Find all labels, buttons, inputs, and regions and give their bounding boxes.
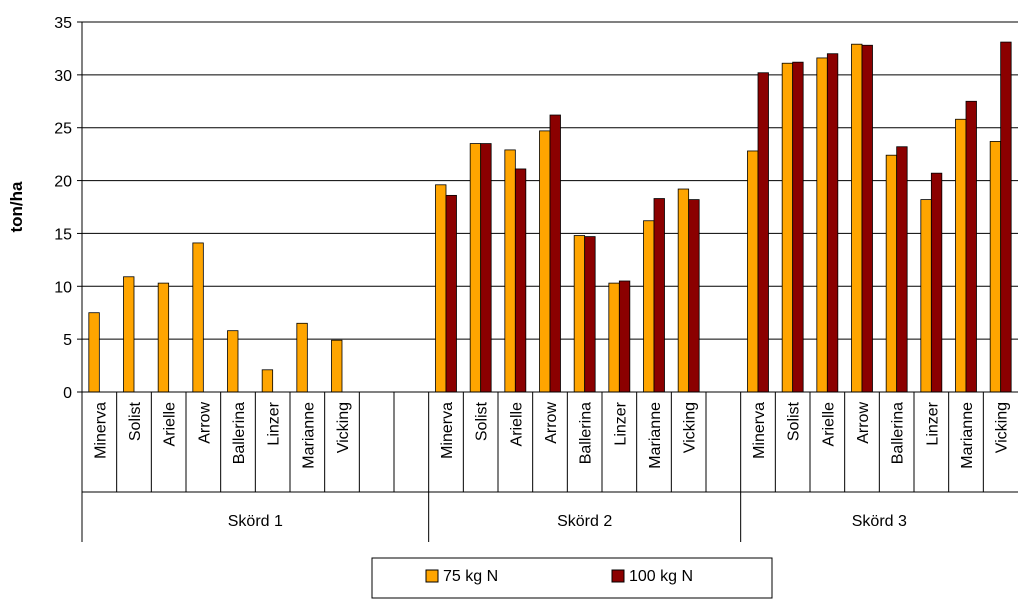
bar-75-kg-n-minerva-g1: [88, 312, 100, 393]
bar-100-kg-n-marianne-g2: [653, 198, 665, 393]
x-tick-label-marianne-g3: Marianne: [959, 402, 976, 469]
x-tick-label-solist-g2: Solist: [474, 401, 491, 441]
y-axis-label: ton/ha: [7, 181, 26, 233]
y-tick-label-20: 20: [54, 174, 72, 191]
bar-100-kg-n-arrow-g2: [549, 114, 561, 393]
x-tick-label-linzer-g2: Linzer: [612, 401, 629, 445]
bar-100-kg-n-marianne-g3: [965, 100, 977, 393]
legend: 75 kg N 100 kg N: [371, 557, 773, 599]
axes: 0 5 10 15 20 25 30 35 Minerva Solist Arielle Arrow B…: [54, 15, 1018, 542]
bar-75-kg-n-marianne-g3: [955, 118, 967, 393]
y-tick-label-5: 5: [63, 332, 72, 349]
bar-75-kg-n-vicking-g1: [331, 339, 343, 393]
group-label-sk-rd-1: Skörd 1: [228, 513, 283, 530]
bars: [88, 41, 1012, 393]
y-tick-label-15: 15: [54, 226, 72, 243]
y-tick-label-10: 10: [54, 279, 72, 296]
x-tick-label-arrow-g3: Arrow: [855, 402, 872, 444]
bar-75-kg-n-arrow-g1: [192, 242, 204, 393]
bar-100-kg-n-arrow-g3: [861, 44, 873, 393]
x-tick-label-arrow-g2: Arrow: [543, 402, 560, 444]
bar-75-kg-n-marianne-g1: [296, 322, 308, 393]
bar-75-kg-n-vicking-g3: [989, 141, 1002, 393]
bar-75-kg-n-arielle-g2: [504, 149, 516, 393]
bar-75-kg-n-linzer-g1: [261, 369, 274, 393]
legend-swatch-75-kg-n: [425, 569, 439, 583]
x-tick-label-vicking-g1: Vicking: [335, 402, 352, 453]
bar-100-kg-n-arielle-g2: [514, 168, 527, 393]
y-tick-label-35: 35: [54, 15, 72, 32]
x-tick-label-minerva-g2: Minerva: [439, 402, 456, 459]
x-tick-label-arrow-g1: Arrow: [196, 402, 213, 444]
bar-75-kg-n-ballerina-g3: [885, 154, 898, 393]
bar-75-kg-n-solist-g1: [123, 276, 135, 393]
x-tick-label-solist-g1: Solist: [127, 401, 144, 441]
x-tick-label-ballerina-g3: Ballerina: [890, 402, 907, 464]
bar-75-kg-n-solist-g3: [781, 62, 794, 393]
y-tick-label-30: 30: [54, 68, 72, 85]
bar-75-kg-n-linzer-g3: [920, 199, 932, 393]
legend-label-75-kg-n: 75 kg N: [443, 568, 498, 585]
x-tick-label-vicking-g2: Vicking: [682, 402, 699, 453]
bar-75-kg-n-arrow-g3: [851, 43, 863, 393]
bar-75-kg-n-marianne-g2: [643, 220, 655, 393]
y-tick-label-0: 0: [63, 385, 72, 402]
x-tick-label-minerva-g1: Minerva: [92, 402, 109, 459]
bar-100-kg-n-ballerina-g2: [584, 236, 596, 393]
bar-100-kg-n-arielle-g3: [826, 53, 839, 393]
legend-swatch-100-kg-n: [611, 569, 625, 583]
bar-75-kg-n-ballerina-g1: [227, 330, 239, 393]
x-tick-label-minerva-g3: Minerva: [751, 402, 768, 459]
bar-100-kg-n-minerva-g3: [757, 72, 769, 393]
bar-100-kg-n-linzer-g2: [618, 280, 631, 393]
bar-75-kg-n-arrow-g2: [539, 130, 551, 393]
y-tick-label-25: 25: [54, 121, 72, 138]
bar-75-kg-n-ballerina-g2: [573, 235, 586, 393]
bar-75-kg-n-solist-g2: [469, 143, 482, 393]
bar-75-kg-n-linzer-g2: [608, 282, 620, 393]
bar-100-kg-n-solist-g2: [480, 143, 492, 393]
bar-100-kg-n-solist-g3: [792, 61, 804, 393]
x-tick-label-marianne-g1: Marianne: [300, 402, 317, 469]
legend-label-100-kg-n: 100 kg N: [629, 568, 693, 585]
bar-100-kg-n-vicking-g3: [1000, 41, 1012, 393]
group-label-sk-rd-2: Skörd 2: [557, 513, 612, 530]
x-tick-label-solist-g3: Solist: [786, 401, 803, 441]
bar-75-kg-n-arielle-g1: [157, 282, 170, 393]
bar-100-kg-n-minerva-g2: [445, 194, 457, 393]
x-tick-label-linzer-g1: Linzer: [266, 401, 283, 445]
x-tick-label-ballerina-g2: Ballerina: [578, 402, 595, 464]
bar-75-kg-n-arielle-g3: [816, 57, 828, 393]
bar-75-kg-n-minerva-g2: [435, 184, 447, 393]
bar-100-kg-n-ballerina-g3: [896, 146, 908, 393]
bar-100-kg-n-vicking-g2: [688, 199, 700, 393]
bar-75-kg-n-minerva-g3: [747, 150, 759, 393]
group-label-sk-rd-3: Skörd 3: [852, 513, 907, 530]
x-tick-label-linzer-g3: Linzer: [924, 401, 941, 445]
x-tick-label-ballerina-g1: Ballerina: [231, 402, 248, 464]
x-tick-label-vicking-g3: Vicking: [994, 402, 1011, 453]
x-tick-label-arielle-g3: Arielle: [820, 402, 837, 447]
x-tick-label-arielle-g2: Arielle: [508, 402, 525, 447]
x-tick-label-arielle-g1: Arielle: [162, 402, 179, 447]
legend-box: [371, 557, 773, 599]
x-tick-label-marianne-g2: Marianne: [647, 402, 664, 469]
bar-100-kg-n-linzer-g3: [930, 172, 943, 393]
bar-75-kg-n-vicking-g2: [677, 188, 690, 393]
